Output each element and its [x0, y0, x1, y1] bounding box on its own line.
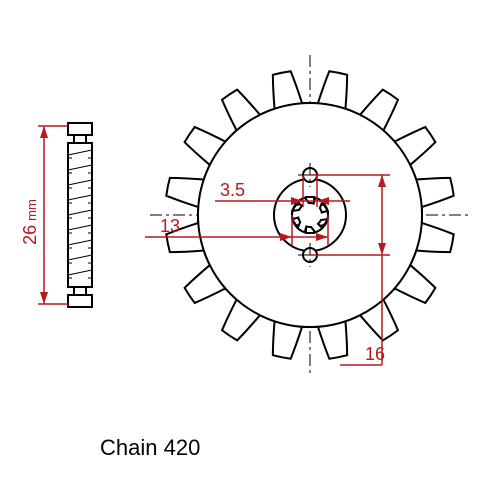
technical-drawing: 26 mm: [0, 0, 500, 500]
side-view: 26 mm: [20, 123, 92, 307]
dim-3p5-value: 3.5: [220, 180, 245, 200]
front-view: 13 3.5 16: [145, 55, 470, 375]
dim-26-value: 26: [20, 225, 40, 245]
chain-label: Chain 420: [100, 435, 200, 460]
dim-26mm: 26 mm: [20, 126, 68, 304]
svg-text:26mm: 26 mm: [20, 199, 40, 245]
dim-26-unit: mm: [24, 199, 39, 221]
dim-13-value: 13: [160, 216, 180, 236]
dim-16-value: 16: [365, 344, 385, 364]
